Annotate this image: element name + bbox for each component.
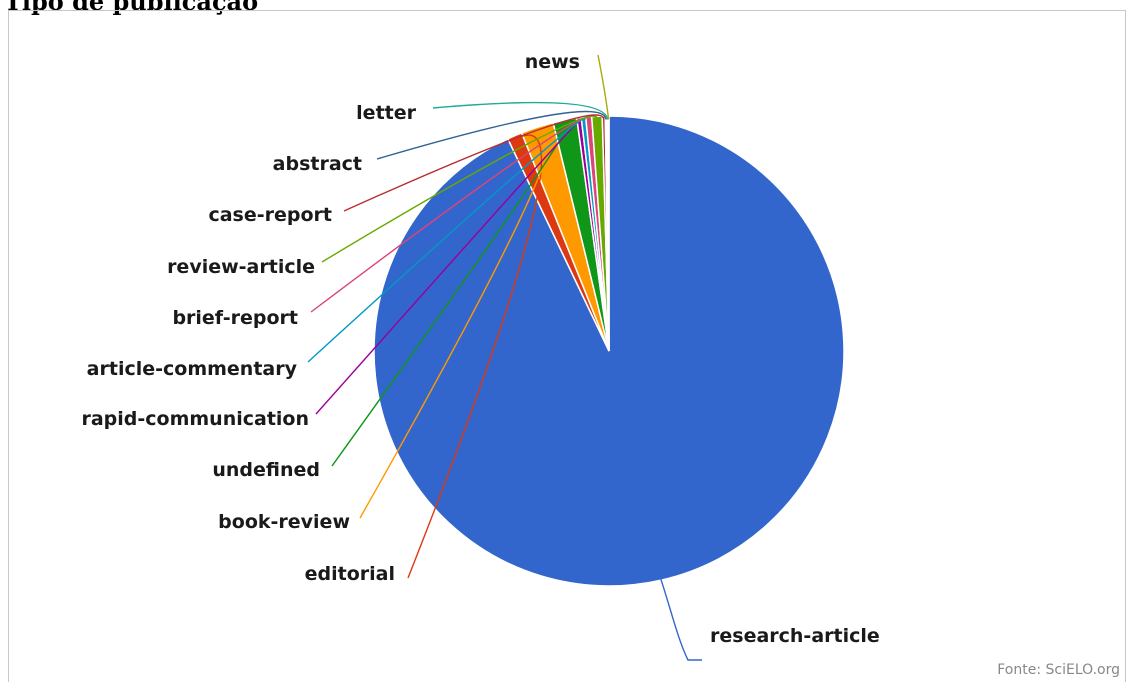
leader-line-letter bbox=[432, 101, 609, 120]
pie-slice-news[interactable] bbox=[607, 115, 610, 352]
leader-line-undefined bbox=[331, 120, 571, 467]
slice-label-article-commentary: article-commentary bbox=[87, 358, 298, 380]
slice-label-editorial: editorial bbox=[305, 563, 395, 585]
pie-slices bbox=[373, 115, 845, 587]
slice-label-letter: letter bbox=[356, 102, 416, 124]
leader-line-news bbox=[597, 54, 610, 120]
leader-line-editorial bbox=[407, 134, 543, 579]
leader-lines bbox=[307, 54, 702, 661]
source-credit: Fonte: SciELO.org bbox=[997, 662, 1120, 678]
slice-labels: research-article editorial book-review unde… bbox=[81, 51, 879, 647]
slice-label-abstract: abstract bbox=[273, 153, 362, 175]
chart-frame bbox=[8, 10, 1126, 682]
page-title: Tipo de publicação bbox=[4, 0, 259, 16]
slice-label-book-review: book-review bbox=[218, 511, 350, 533]
slice-label-case-report: case-report bbox=[208, 204, 332, 226]
leader-line-review-article bbox=[321, 115, 598, 263]
leader-line-abstract bbox=[376, 110, 607, 160]
slice-label-brief-report: brief-report bbox=[172, 307, 298, 329]
leader-line-research-article bbox=[659, 576, 702, 661]
slice-label-rapid-communication: rapid-communication bbox=[81, 408, 309, 430]
slice-label-undefined: undefined bbox=[212, 459, 320, 481]
leader-line-book-review bbox=[359, 127, 552, 519]
slice-label-news: news bbox=[525, 51, 580, 73]
slice-label-review-article: review-article bbox=[167, 256, 315, 278]
leader-line-case-report bbox=[343, 114, 605, 212]
slice-label-research-article: research-article bbox=[710, 625, 880, 647]
